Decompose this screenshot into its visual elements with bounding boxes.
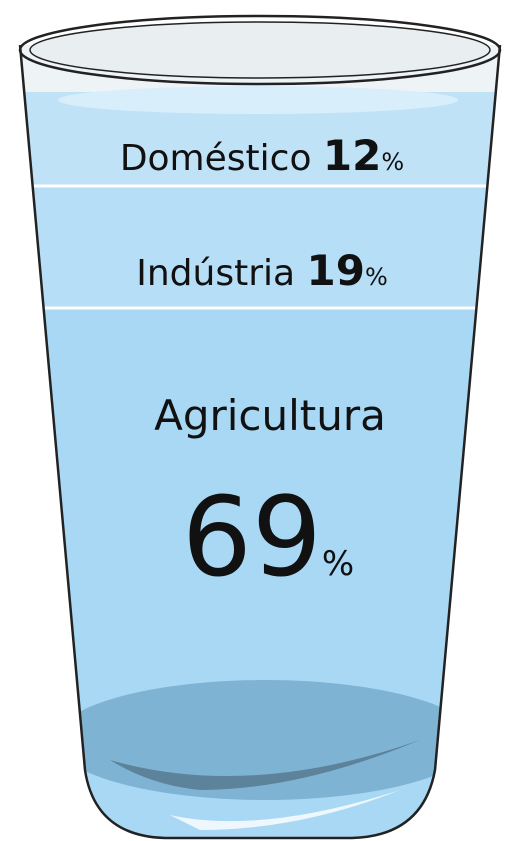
segment-text: Doméstico 12% bbox=[120, 131, 404, 180]
value: 12 bbox=[323, 131, 381, 180]
water-surface bbox=[58, 86, 458, 114]
value: 69 bbox=[182, 473, 322, 601]
unit: % bbox=[365, 263, 388, 291]
rim-inner bbox=[30, 22, 490, 78]
value: 19 bbox=[307, 246, 365, 295]
unit: % bbox=[322, 544, 354, 584]
label: Indústria bbox=[136, 253, 295, 294]
label: Doméstico bbox=[120, 138, 312, 179]
label: Agricultura bbox=[154, 391, 386, 440]
unit: % bbox=[381, 148, 404, 176]
glass-infographic: Doméstico 12% Indústria 19% Agricultura … bbox=[0, 0, 512, 841]
segment-text: Indústria 19% bbox=[136, 246, 388, 295]
